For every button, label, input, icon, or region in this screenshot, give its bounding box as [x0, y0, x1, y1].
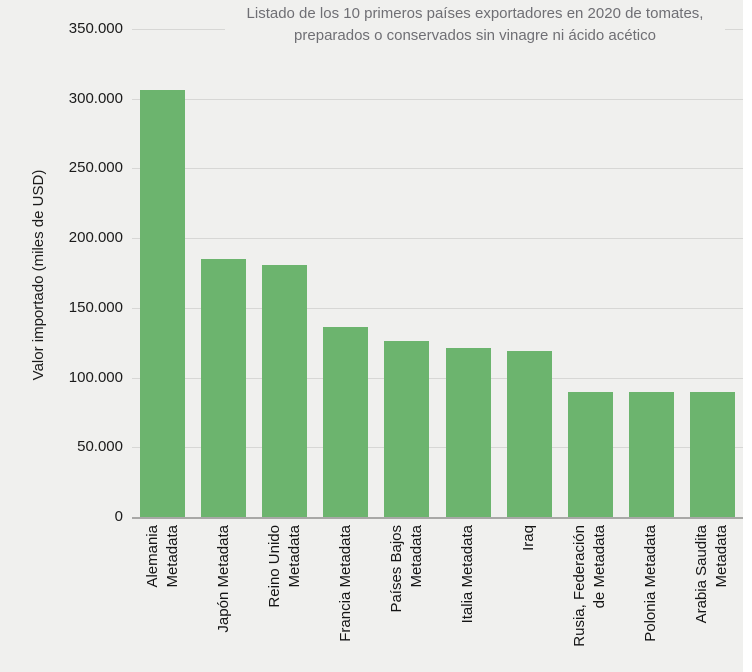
x-label-line: Polonia Metadata	[642, 525, 659, 642]
bar-Iraq	[507, 351, 552, 517]
gridline-250.000	[132, 168, 743, 169]
bar-Reino Unido Metadata	[262, 265, 307, 517]
x-label-Países Bajos Metadata: Países Bajos Metadata	[385, 525, 429, 665]
bar-Francia Metadata	[323, 327, 368, 517]
x-label-Francia Metadata: Francia Metadata	[324, 525, 368, 665]
gridline-50.000	[132, 447, 743, 448]
gridline-200.000	[132, 238, 743, 239]
x-label-line: Metadata	[408, 525, 425, 588]
x-label-Arabia Saudita Metadata: Arabia Saudita Metadata	[690, 525, 734, 665]
y-tick-label-350.000: 350.000	[68, 20, 123, 37]
x-label-Italia Metadata: Italia Metadata	[446, 525, 490, 665]
chart-title-line-2: preparados o conservados sin vinagre ni …	[294, 27, 656, 44]
bar-Italia Metadata	[446, 348, 491, 517]
bar-Alemania Metadata	[140, 90, 185, 517]
x-label-line: Metadata	[164, 525, 181, 588]
y-axis-title: Valor importado (miles de USD)	[30, 169, 47, 381]
x-label-line: Iraq	[520, 525, 537, 551]
chart-title: Listado de los 10 primeros países export…	[225, 3, 725, 47]
y-tick-label-100.000: 100.000	[68, 369, 123, 386]
y-tick-label-50.000: 50.000	[77, 438, 123, 455]
y-tick-label-200.000: 200.000	[68, 229, 123, 246]
y-tick-label-150.000: 150.000	[68, 299, 123, 316]
x-label-line: Japón Metadata	[215, 525, 232, 633]
x-label-Rusia, Federación de Metadata: Rusia, Federación de Metadata	[568, 525, 612, 665]
y-tick-label-0: 0	[114, 508, 123, 525]
x-label-line: Arabia Saudita	[693, 525, 710, 624]
x-label-Iraq: Iraq	[507, 525, 551, 665]
bar-Japón Metadata	[201, 259, 246, 517]
x-label-line: Reino Unido	[266, 525, 283, 608]
bar-Arabia Saudita Metadata	[690, 392, 735, 517]
x-label-line: Alemania	[144, 525, 161, 588]
y-tick-label-250.000: 250.000	[68, 159, 123, 176]
gridline-300.000	[132, 99, 743, 100]
y-tick-label-300.000: 300.000	[68, 90, 123, 107]
x-label-Alemania Metadata: Alemania Metadata	[141, 525, 185, 665]
bar-Polonia Metadata	[629, 392, 674, 517]
x-label-line: Italia Metadata	[459, 525, 476, 624]
x-label-Japón Metadata: Japón Metadata	[202, 525, 246, 665]
x-label-line: Metadata	[286, 525, 303, 588]
x-label-line: Francia Metadata	[337, 525, 354, 642]
x-label-Polonia Metadata: Polonia Metadata	[629, 525, 673, 665]
bar-Países Bajos Metadata	[384, 341, 429, 517]
gridline-100.000	[132, 378, 743, 379]
right-margin-strip	[743, 0, 752, 672]
chart-title-line-1: Listado de los 10 primeros países export…	[246, 5, 704, 22]
x-label-line: Países Bajos	[388, 525, 405, 613]
bar-Rusia, Federación de Metadata	[568, 392, 613, 517]
x-label-line: Rusia, Federación	[571, 525, 588, 647]
x-axis-line	[132, 517, 743, 519]
gridline-150.000	[132, 308, 743, 309]
x-label-Reino Unido Metadata: Reino Unido Metadata	[263, 525, 307, 665]
x-label-line: de Metadata	[591, 525, 608, 609]
x-label-line: Metadata	[713, 525, 730, 588]
